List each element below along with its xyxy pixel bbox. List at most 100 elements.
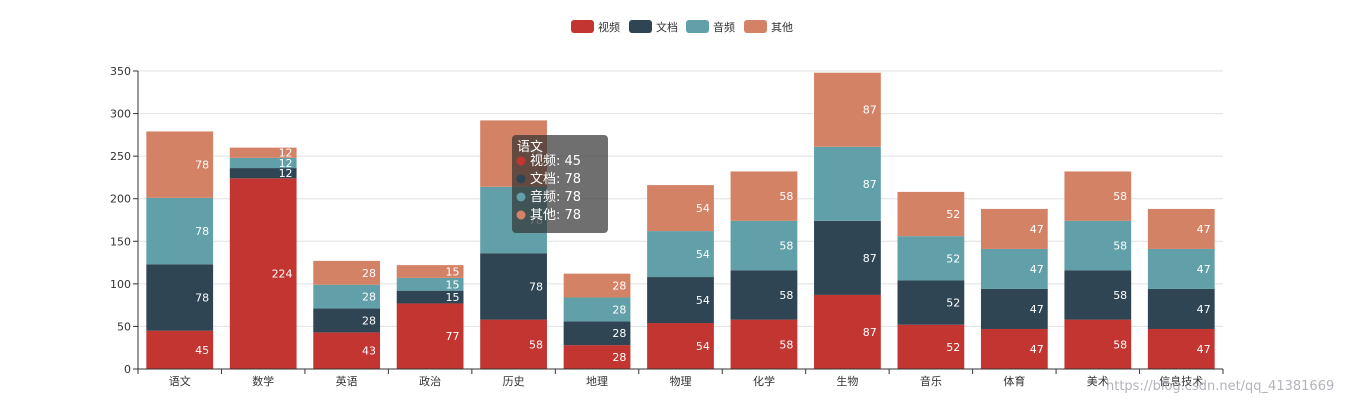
bar-1-12[interactable] [1147,288,1215,329]
bar-label: 87 [863,104,877,117]
bar-label: 52 [946,208,960,221]
bar-label: 47 [1030,223,1044,236]
bar-label: 15 [446,266,460,279]
tooltip-item: 视频: 45 [530,154,581,169]
bar-label: 43 [362,345,376,358]
legend-item-1[interactable]: 文档 [629,20,678,34]
bar-2-0[interactable] [146,197,214,265]
bar-label: 58 [779,338,793,351]
bar-label: 224 [272,268,293,281]
bar-label: 58 [779,289,793,302]
bar-label: 28 [612,351,626,364]
bar-0-0[interactable] [146,330,214,369]
bar-1-9[interactable] [897,280,965,325]
bar-3-9[interactable] [897,191,965,237]
bar-1-3[interactable] [396,290,464,304]
y-tick-label: 200 [110,193,131,206]
bar-2-10[interactable] [980,248,1048,289]
bar-label: 28 [612,327,626,340]
bar-3-7[interactable] [730,171,798,221]
bar-label: 58 [1113,289,1127,302]
bar-label: 87 [863,178,877,191]
bar-2-3[interactable] [396,277,464,291]
legend-item-3[interactable]: 其他 [744,20,793,34]
bar-1-1[interactable] [229,168,297,179]
bar-3-6[interactable] [647,185,714,232]
bar-3-8[interactable] [814,72,881,147]
bar-2-8[interactable] [814,146,881,221]
bar-label: 28 [612,303,626,316]
bar-2-9[interactable] [897,236,965,281]
bar-label: 58 [1113,240,1127,253]
bar-1-2[interactable] [313,308,381,333]
x-tick-label: 数学 [252,374,274,388]
bar-2-2[interactable] [313,284,381,309]
bar-3-5[interactable] [563,273,631,298]
bar-1-11[interactable] [1064,270,1132,320]
tooltip-title: 语文 [517,140,543,155]
bar-3-11[interactable] [1064,171,1132,221]
legend-swatch [744,20,767,33]
bar-1-6[interactable] [647,277,714,324]
legend-swatch [629,20,652,33]
x-tick-label: 地理 [586,375,608,388]
x-tick-label: 语文 [169,374,191,388]
bar-0-3[interactable] [396,303,464,369]
bar-1-5[interactable] [563,321,631,346]
bar-label: 54 [696,340,710,353]
legend-item-0[interactable]: 视频 [571,20,620,34]
bars[interactable]: 4578787822412121243282828771515155878787… [146,72,1215,369]
bar-label: 12 [279,167,293,180]
bar-0-1[interactable] [229,178,297,369]
tooltip-items: 视频: 45 文档: 78 音频: 78 其他: 78 [516,154,581,223]
bar-0-8[interactable] [814,294,881,369]
bar-1-4[interactable] [480,253,547,320]
y-tick-label: 350 [110,65,131,78]
bar-0-12[interactable] [1147,328,1215,369]
bar-2-1[interactable] [229,157,297,169]
bar-0-9[interactable] [897,324,965,369]
x-tick-label: 体育 [1003,374,1025,388]
x-tick-label: 信息技术 [1159,374,1203,388]
bar-1-8[interactable] [814,220,881,295]
bar-label: 58 [779,240,793,253]
bar-label: 87 [863,326,877,339]
bar-1-7[interactable] [730,270,798,320]
bar-label: 58 [1113,190,1127,203]
bar-2-12[interactable] [1147,248,1215,289]
bar-label: 47 [1030,263,1044,276]
bar-3-2[interactable] [313,260,381,285]
bar-2-6[interactable] [647,231,714,278]
y-axis: 0 50 100 150 200 250 300 350 [110,65,139,376]
bar-3-3[interactable] [396,265,464,278]
bar-1-0[interactable] [146,264,214,331]
bar-label: 12 [279,157,293,170]
bar-label: 47 [1197,223,1211,236]
bar-0-7[interactable] [730,319,798,369]
bar-0-2[interactable] [313,332,381,369]
bar-0-11[interactable] [1064,319,1132,369]
bar-0-4[interactable] [480,319,547,369]
bar-3-12[interactable] [1147,208,1215,249]
bar-2-5[interactable] [563,297,631,322]
bar-3-10[interactable] [980,208,1048,249]
bar-label: 28 [362,291,376,304]
legend[interactable]: 视频 文档 音频 其他 [571,20,793,34]
bar-0-5[interactable] [563,345,631,369]
bar-label: 28 [612,280,626,293]
bar-1-10[interactable] [980,288,1048,329]
bar-label: 15 [446,291,460,304]
x-axis: 语文 数学 英语 政治 历史 地理 物理 化学 生物 音乐 体育 美术 信息技术 [137,368,1224,388]
bar-label: 45 [195,344,209,357]
bar-0-6[interactable] [647,323,714,369]
legend-item-2[interactable]: 音频 [686,20,735,34]
bar-label: 54 [696,202,710,215]
bar-label: 47 [1030,303,1044,316]
y-tick-label: 0 [124,363,131,376]
bar-0-10[interactable] [980,328,1048,369]
bar-2-7[interactable] [730,220,798,271]
bar-3-1[interactable] [229,147,297,158]
bar-3-0[interactable] [146,131,214,198]
bar-2-11[interactable] [1064,220,1132,271]
